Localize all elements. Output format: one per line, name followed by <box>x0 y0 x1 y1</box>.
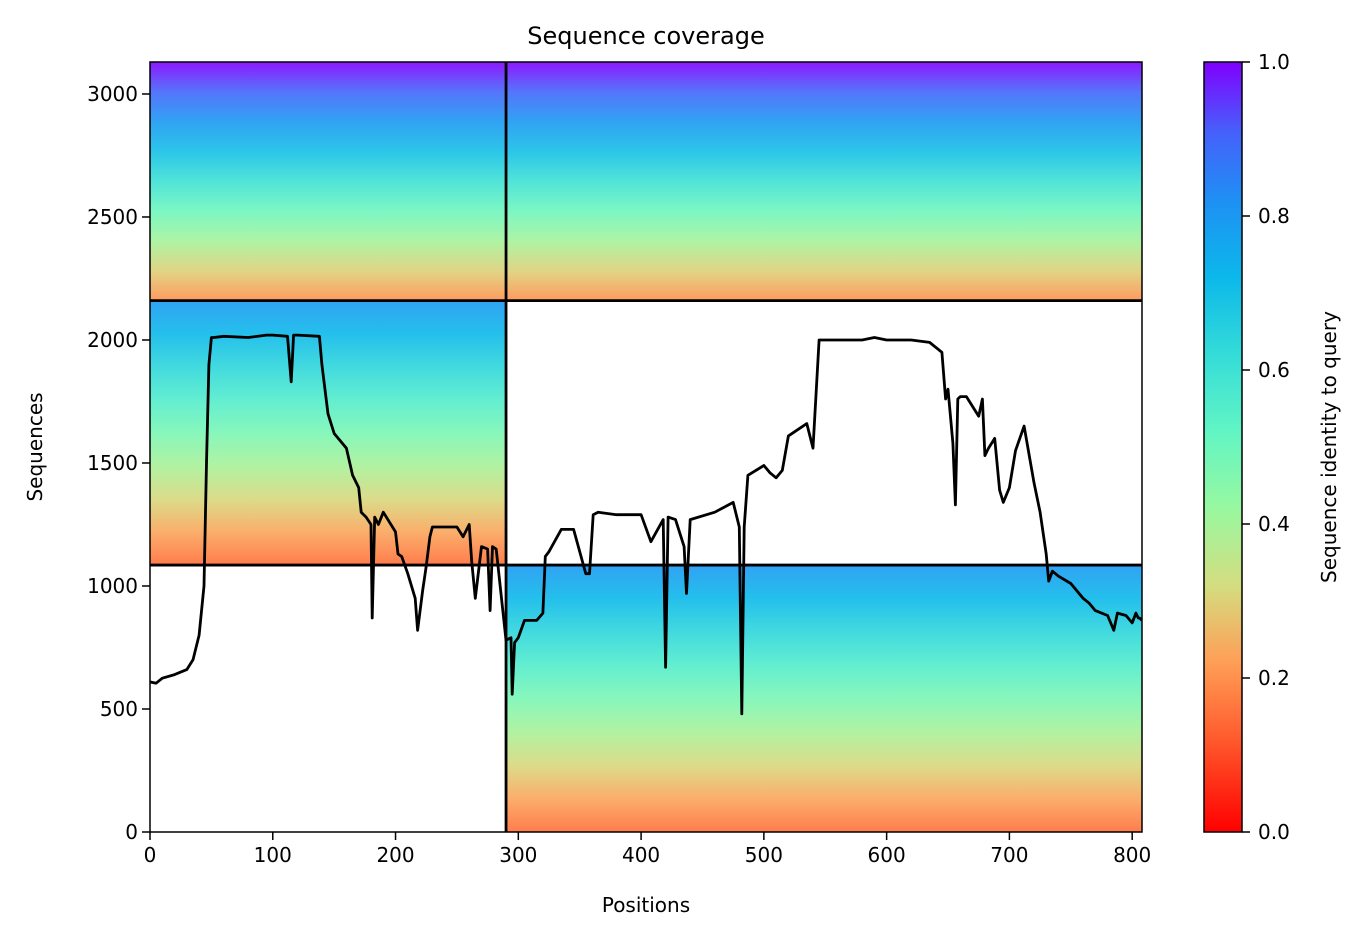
colorbar: 0.0 0.2 0.4 0.6 0.8 1.0 Sequence identity to … <box>1203 50 1341 844</box>
x-tick-label: 400 <box>622 843 660 867</box>
coverage-heatmap <box>150 62 1142 832</box>
plot-frame <box>149 61 1143 833</box>
y-tick-label: 1000 <box>87 574 138 598</box>
x-tick-label: 600 <box>868 843 906 867</box>
x-tick-label: 100 <box>254 843 292 867</box>
x-tick-label: 800 <box>1113 843 1151 867</box>
x-axis-label: Positions <box>602 893 690 917</box>
colorbar-tick-label: 0.6 <box>1258 358 1290 382</box>
x-tick-label: 700 <box>990 843 1028 867</box>
colorbar-tick-label: 1.0 <box>1258 50 1290 74</box>
y-tick-label: 2500 <box>87 205 138 229</box>
colorbar-gradient <box>1203 61 1243 833</box>
y-tick-label: 2000 <box>87 328 138 352</box>
colorbar-tick-label: 0.4 <box>1258 512 1290 536</box>
y-tick-label: 1500 <box>87 451 138 475</box>
segment-boundaries <box>150 62 1142 832</box>
colorbar-tick-label: 0.8 <box>1258 204 1290 228</box>
x-tick-label: 200 <box>376 843 414 867</box>
colorbar-tick-label: 0.2 <box>1258 666 1290 690</box>
y-axis-label: Sequences <box>23 392 47 501</box>
x-tick-label: 0 <box>144 843 157 867</box>
y-tick-label: 500 <box>100 697 138 721</box>
chart-title: Sequence coverage <box>527 22 764 50</box>
colorbar-tick-label: 0.0 <box>1258 820 1290 844</box>
coverage-block <box>150 300 507 566</box>
coverage-block <box>150 62 507 301</box>
x-tick-label: 300 <box>499 843 537 867</box>
x-axis-ticks: 0 100 200 300 400 500 600 700 800 <box>144 832 1151 867</box>
y-tick-label: 0 <box>125 820 138 844</box>
y-tick-label: 3000 <box>87 82 138 106</box>
colorbar-label: Sequence identity to query <box>1317 311 1341 583</box>
y-axis-ticks: 0 500 1000 1500 2000 2500 3000 <box>87 82 150 844</box>
plot-area <box>150 62 1142 832</box>
x-tick-label: 500 <box>745 843 783 867</box>
colorbar-ticks: 0.0 0.2 0.4 0.6 0.8 1.0 <box>1242 50 1290 844</box>
coverage-line <box>150 333 1142 716</box>
coverage-block <box>506 62 1142 301</box>
coverage-block <box>506 565 1142 832</box>
